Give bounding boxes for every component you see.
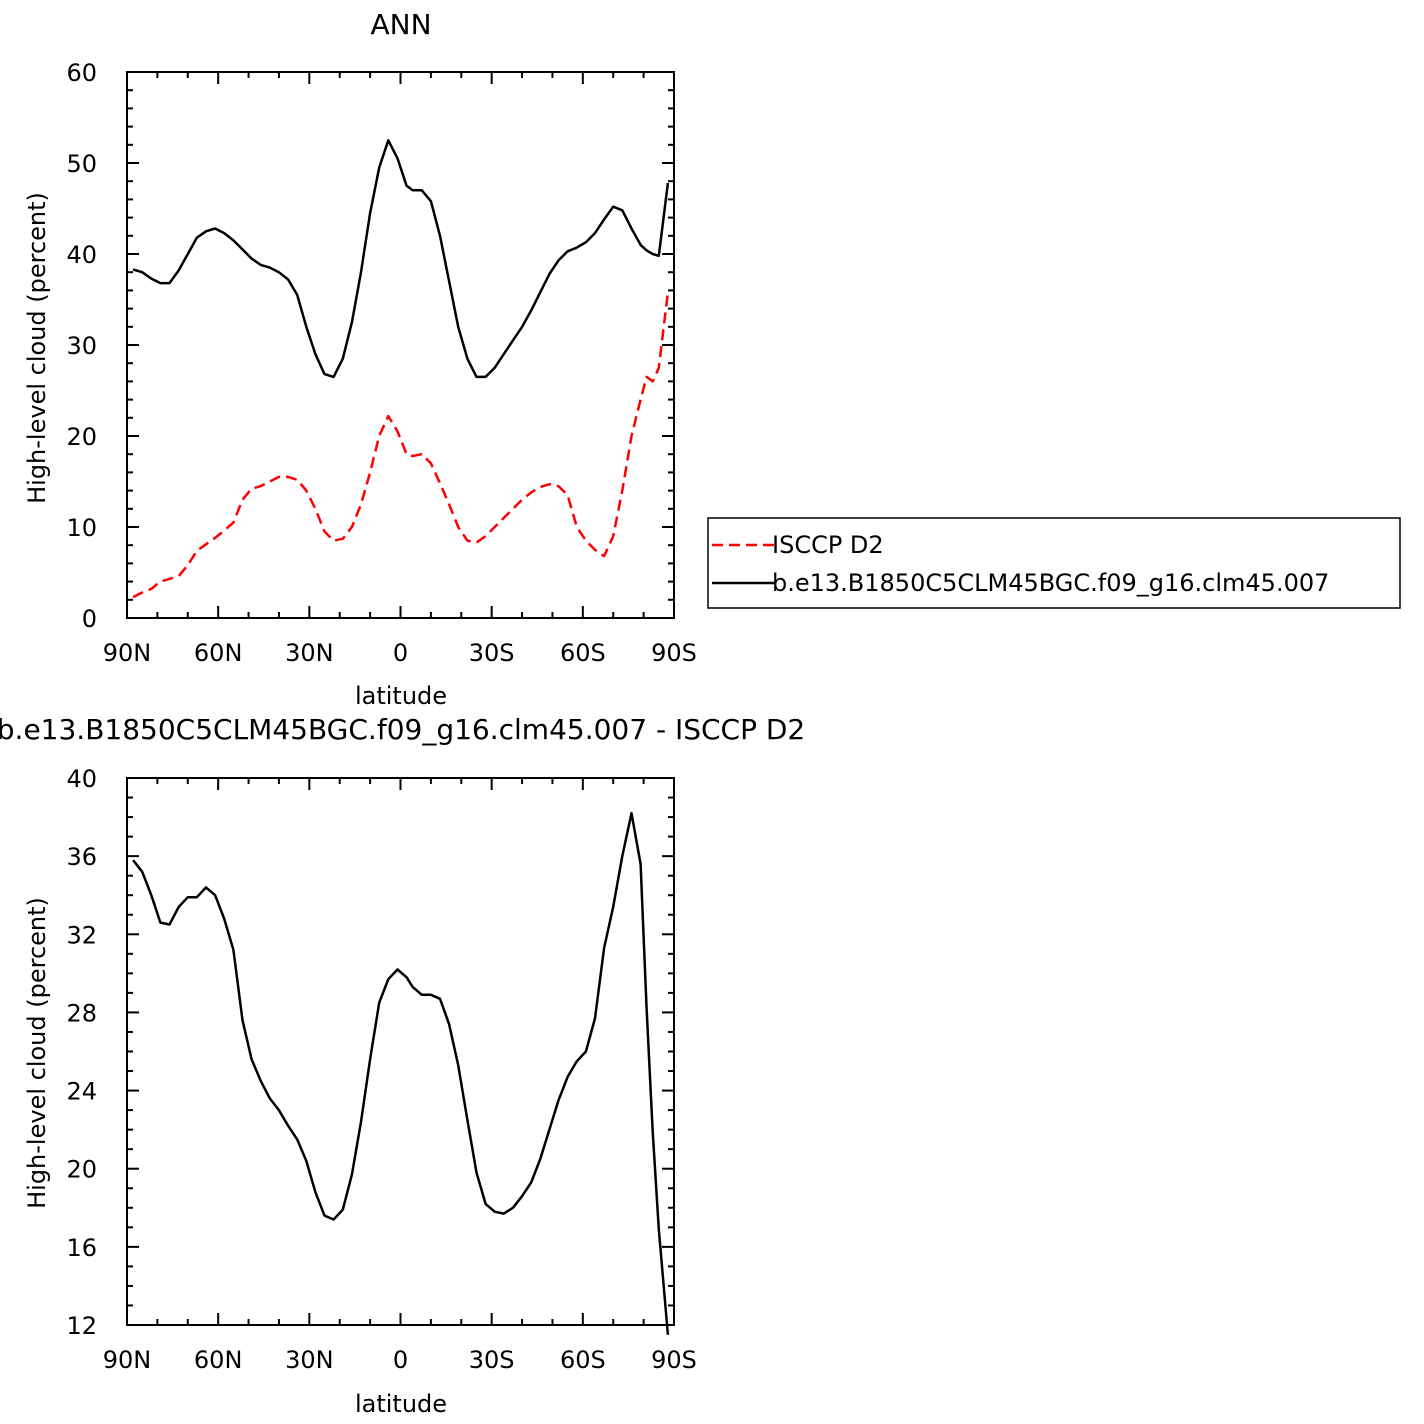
bottom-x-tick-label: 90N — [103, 1346, 152, 1374]
top-x-tick-label: 60N — [194, 639, 243, 667]
top-chart-title: ANN — [370, 8, 431, 41]
bottom-y-tick-label: 24 — [66, 1078, 97, 1106]
bottom-y-tick-label: 32 — [66, 921, 97, 949]
top-x-tick-label: 30S — [469, 639, 515, 667]
top-y-tick-label: 0 — [82, 605, 97, 633]
bottom-series-line-0 — [132, 811, 670, 1335]
bottom-x-tick-label: 30S — [469, 1346, 515, 1374]
top-x-tick-label: 60S — [560, 639, 606, 667]
bottom-x-axis-label: latitude — [355, 1390, 447, 1418]
bottom-plot-frame — [126, 777, 675, 1326]
top-x-tick-label: 30N — [285, 639, 334, 667]
top-y-tick-label: 40 — [66, 241, 97, 269]
bottom-y-tick-label: 16 — [66, 1234, 97, 1262]
bottom-y-axis-label: High-level cloud (percent) — [23, 897, 51, 1209]
top-y-tick-label: 60 — [66, 59, 97, 87]
bottom-x-tick-label: 60N — [194, 1346, 243, 1374]
top-x-tick-label: 90S — [651, 639, 697, 667]
bottom-x-tick-label: 90S — [651, 1346, 697, 1374]
top-y-tick-label: 50 — [66, 150, 97, 178]
bottom-plot: 90N 60N 30N 0 30S 60S 90S 12 16 20 24 28 32 36 40 — [66, 765, 696, 1374]
legend: ISCCP D2 b.e13.B1850C5CLM45BGC.f09_g16.c… — [707, 517, 1401, 609]
top-x-axis-label: latitude — [355, 682, 447, 710]
bottom-x-tick-label: 30N — [285, 1346, 334, 1374]
top-series-line-1 — [132, 139, 670, 379]
top-plot-frame — [126, 71, 675, 619]
bottom-x-tick-label: 60S — [560, 1346, 606, 1374]
bottom-x-tick-label: 0 — [393, 1346, 408, 1374]
top-y-tick-label: 30 — [66, 332, 97, 360]
top-y-tick-label: 20 — [66, 423, 97, 451]
top-x-tick-label: 90N — [103, 639, 152, 667]
top-x-tick-label: 0 — [393, 639, 408, 667]
bottom-y-tick-label: 40 — [66, 765, 97, 793]
top-y-axis-label: High-level cloud (percent) — [23, 192, 51, 504]
top-plot: 90N 60N 30N 0 30S 60S 90S 0 10 20 30 40 50 60 — [66, 59, 696, 667]
bottom-y-tick-label: 28 — [66, 999, 97, 1027]
top-y-tick-label: 10 — [66, 514, 97, 542]
legend-label-model: b.e13.B1850C5CLM45BGC.f09_g16.clm45.007 — [772, 569, 1329, 597]
top-series-line-0 — [132, 292, 670, 599]
bottom-y-tick-label: 12 — [66, 1312, 97, 1340]
legend-label-isccp: ISCCP D2 — [772, 531, 884, 559]
bottom-y-tick-label: 20 — [66, 1156, 97, 1184]
legend-box — [707, 517, 1401, 609]
bottom-chart-title: b.e13.B1850C5CLM45BGC.f09_g16.clm45.007 … — [0, 713, 805, 746]
bottom-y-tick-label: 36 — [66, 843, 97, 871]
